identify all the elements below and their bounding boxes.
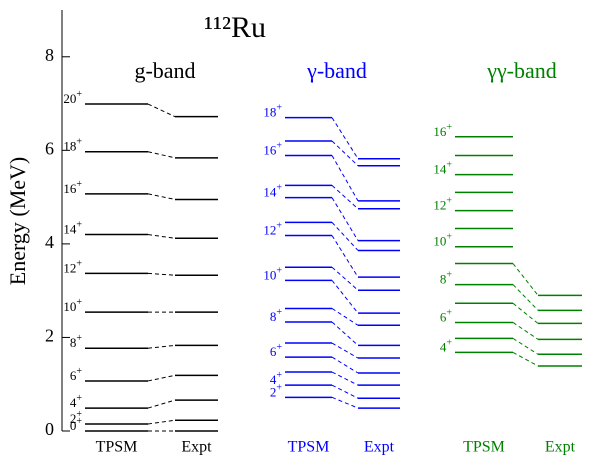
spin-label: 12+: [63, 259, 82, 276]
connector: [512, 284, 539, 311]
column-label: Expt: [181, 439, 212, 456]
spin-label: 16+: [63, 179, 82, 196]
connector: [331, 321, 359, 346]
spin-label: 16+: [263, 141, 282, 158]
spin-label: 14+: [63, 220, 82, 237]
spin-label: 6+: [270, 342, 283, 359]
connector: [331, 197, 359, 241]
connector: [147, 399, 176, 409]
spin-label: 4+: [70, 393, 83, 410]
spin-label: 6+: [440, 308, 453, 325]
connector: [147, 151, 176, 159]
connector: [331, 396, 359, 409]
connector: [331, 235, 359, 278]
column-label: TPSM: [96, 439, 138, 456]
connector: [147, 193, 176, 200]
spin-label: 16+: [433, 122, 452, 139]
spin-label: 14+: [263, 183, 282, 200]
y-tick-label: 2: [45, 326, 54, 346]
band-name: g-band: [134, 58, 195, 83]
connector: [331, 280, 359, 314]
connector: [147, 103, 176, 118]
connector: [331, 342, 359, 359]
spin-label: 20+: [63, 89, 82, 106]
connector: [147, 234, 176, 239]
band-name: γγ-band: [486, 58, 557, 83]
spin-label: 18+: [263, 103, 282, 120]
connector: [331, 155, 359, 202]
y-tick-label: 6: [45, 138, 54, 158]
connector: [331, 185, 359, 210]
spin-label: 12+: [433, 196, 452, 213]
band-name: γ-band: [306, 58, 367, 83]
chart-title: ¹¹²Ru: [204, 11, 266, 44]
spin-label: 8+: [70, 334, 83, 351]
column-label: TPSM: [463, 439, 505, 456]
column-label: Expt: [545, 439, 576, 456]
connector: [512, 351, 539, 367]
spin-label: 14+: [433, 160, 452, 177]
y-tick-label: 4: [45, 232, 54, 252]
spin-label: 18+: [63, 137, 82, 154]
connector: [331, 384, 359, 399]
connector: [331, 266, 359, 291]
spin-label: 4+: [440, 338, 453, 355]
connector: [331, 117, 359, 160]
connector: [147, 272, 176, 276]
connector: [512, 263, 539, 296]
spin-label: 8+: [440, 270, 453, 287]
y-axis-label: Energy (MeV): [5, 157, 30, 286]
spin-label: 8+: [270, 307, 283, 324]
column-label: Expt: [364, 439, 395, 456]
spin-label: 10+: [263, 266, 282, 283]
spin-label: 6+: [70, 366, 83, 383]
connector: [147, 344, 176, 349]
column-label: TPSM: [288, 439, 330, 456]
connector: [512, 337, 539, 355]
connector: [512, 302, 539, 324]
y-tick-label: 0: [45, 419, 54, 439]
connector: [147, 419, 176, 425]
connector: [331, 356, 359, 374]
y-tick-label: 8: [45, 45, 54, 65]
connector: [331, 140, 359, 167]
connector: [512, 322, 539, 340]
connector: [331, 308, 359, 326]
connector: [331, 222, 359, 251]
connector: [147, 374, 176, 382]
spin-label: 10+: [63, 297, 82, 314]
spin-label: 12+: [263, 221, 282, 238]
spin-label: 10+: [433, 232, 452, 249]
connector: [331, 371, 359, 386]
